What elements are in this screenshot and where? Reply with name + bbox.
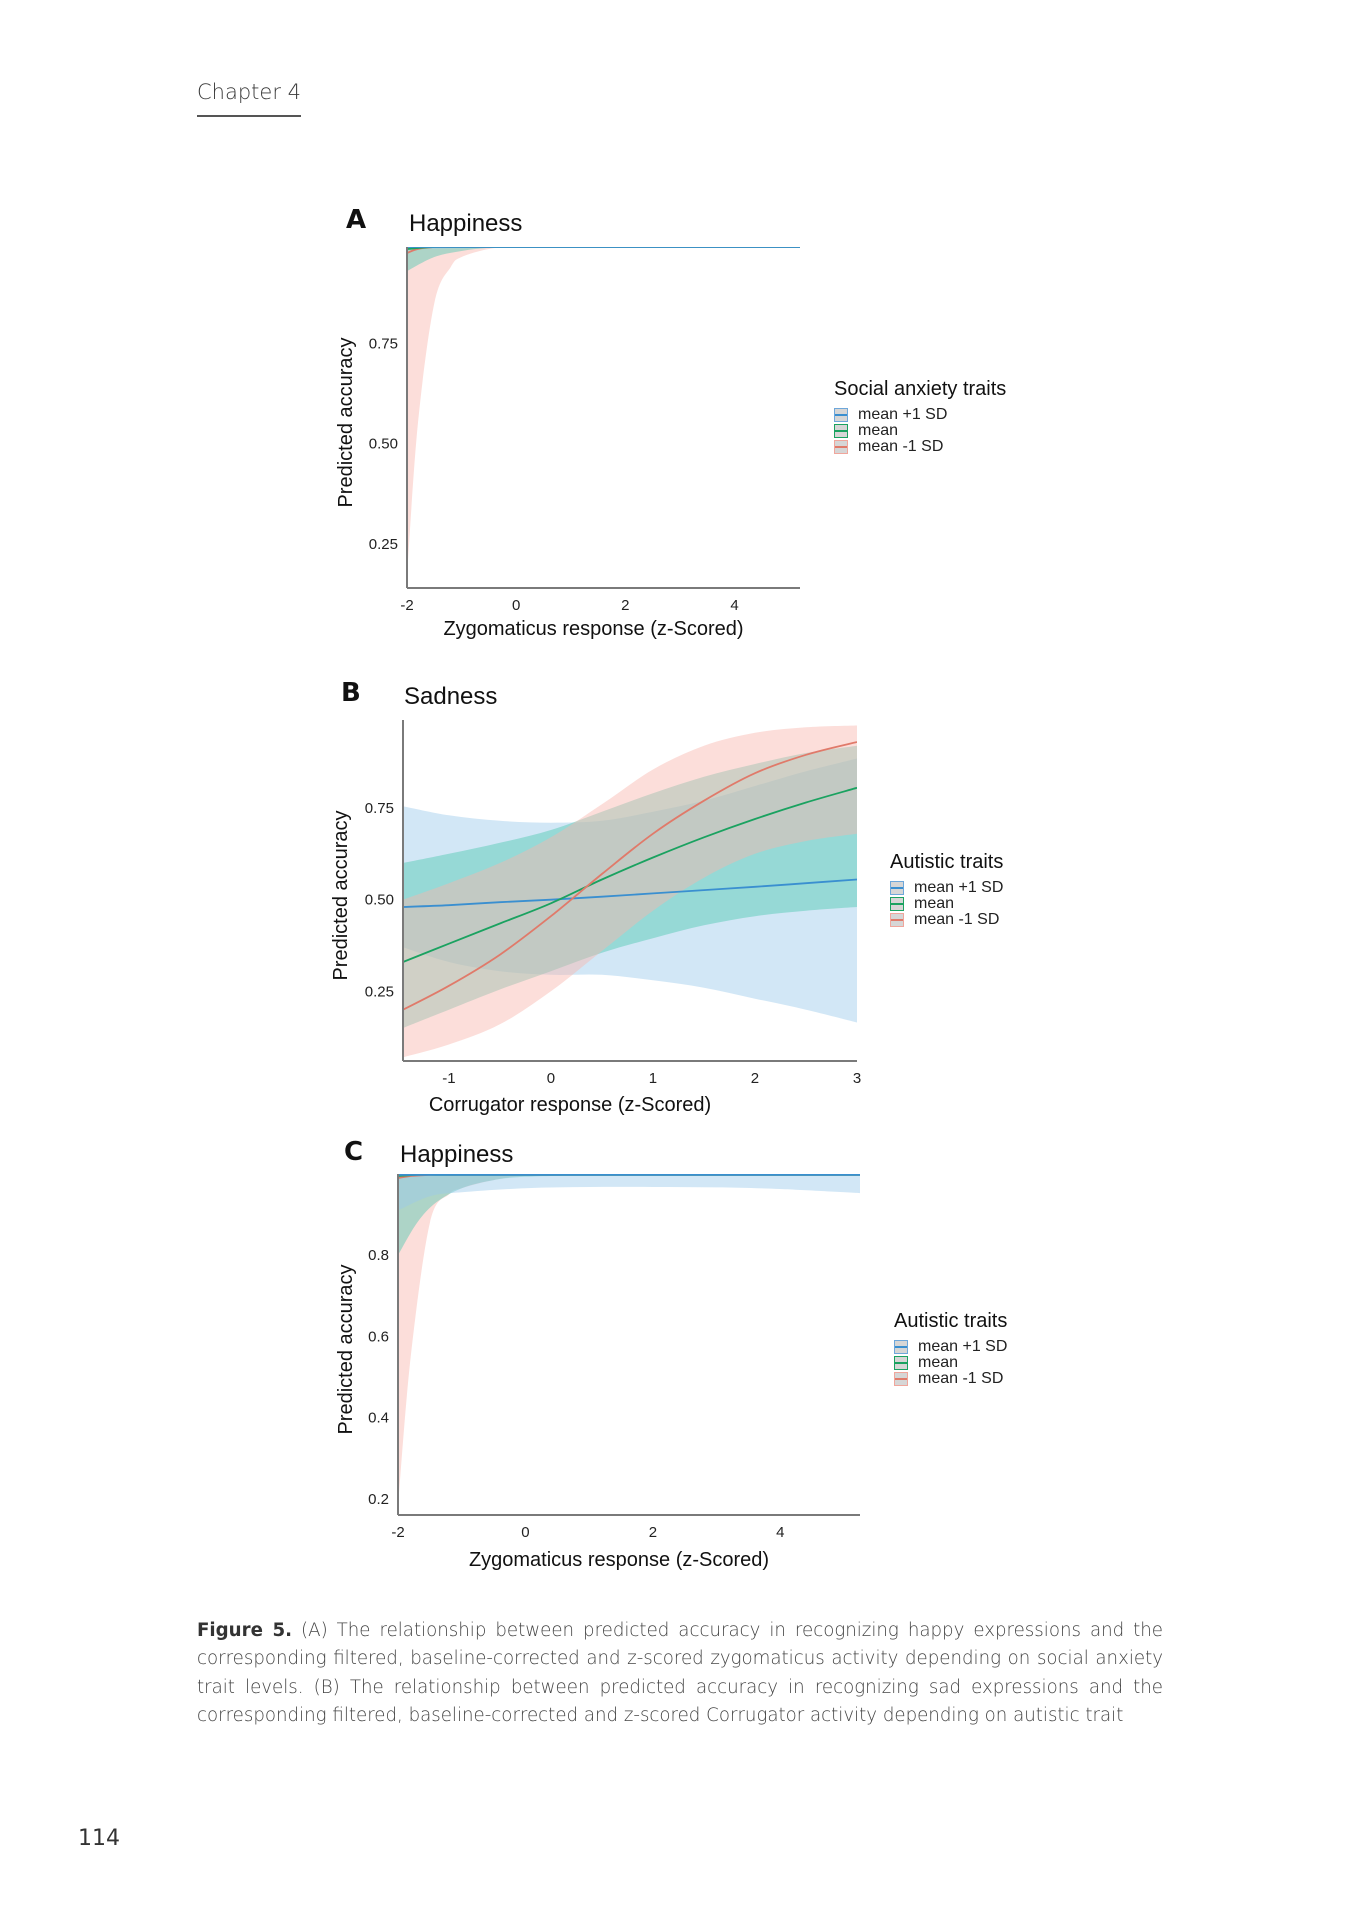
panel-b-letter: B [341, 678, 361, 708]
y-tick-label: 0.25 [365, 983, 394, 1000]
legend-key-mean-icon [894, 1356, 908, 1370]
caption-label: Figure 5. [197, 1620, 293, 1641]
figure-caption: Figure 5. (A) The relationship between p… [197, 1617, 1163, 1730]
legend-panel-b: Autistic traits mean +1 SD mean mean -1 … [890, 851, 1003, 928]
y-tick-label: 0.50 [369, 436, 398, 453]
x-tick-label: 2 [621, 597, 629, 614]
y-tick-label: 0.50 [365, 892, 394, 909]
legend-item-minus1sd: mean -1 SD [890, 911, 1003, 928]
legend-key-plus1sd-icon [890, 881, 904, 895]
series-line-plus1sd [403, 878, 857, 908]
legend-item-plus1sd: mean +1 SD [894, 1338, 1008, 1355]
plot-area [403, 725, 857, 1058]
legend-key-minus1sd-icon [894, 1372, 908, 1386]
x-tick-label: 3 [853, 1070, 861, 1087]
legend-key-plus1sd-icon [834, 408, 848, 422]
ci-band-mean [403, 745, 857, 1028]
ci-band-minus1sd [398, 1174, 860, 1507]
legend-label: mean -1 SD [918, 1370, 1004, 1387]
ci-band-plus1sd [398, 1174, 860, 1211]
x-tick-label: 2 [751, 1070, 759, 1087]
y-tick-label: 0.75 [369, 335, 398, 352]
x-tick-label: 4 [730, 597, 738, 614]
legend-label: mean [918, 1354, 959, 1371]
legend-key-mean-icon [834, 424, 848, 438]
legend-item-minus1sd: mean -1 SD [834, 438, 1006, 455]
legend-label: mean -1 SD [914, 911, 1000, 928]
legend-label: mean +1 SD [858, 406, 948, 423]
x-tick-label: 0 [547, 1070, 555, 1087]
y-axis-label: Predicted accuracy [335, 1264, 357, 1434]
legend-title: Autistic traits [890, 851, 1004, 873]
panel-b-title: Sadness [404, 683, 498, 710]
series-line-minus1sd [403, 741, 857, 1011]
y-tick-label: 0.2 [368, 1491, 389, 1508]
panel-c-title: Happiness [400, 1141, 514, 1168]
legend-item-plus1sd: mean +1 SD [890, 879, 1004, 896]
legend-item-mean: mean [894, 1354, 1007, 1371]
x-tick-label: 0 [512, 597, 520, 614]
x-tick-label: 2 [649, 1524, 657, 1541]
panel-c-letter: C [344, 1137, 364, 1167]
y-tick-label: 0.75 [365, 800, 394, 817]
legend-panel-c: Autistic traits mean +1 SD mean mean -1 … [894, 1310, 1007, 1387]
legend-item-plus1sd: mean +1 SD [834, 406, 1006, 423]
legend-item-mean: mean [834, 422, 1006, 439]
chapter-heading: Chapter 4 [197, 80, 301, 104]
legend-title: Social anxiety traits [834, 378, 1007, 400]
legend-label: mean -1 SD [858, 438, 944, 455]
plot-area [407, 247, 800, 576]
legend-key-plus1sd-icon [894, 1340, 908, 1354]
y-tick-label: 0.25 [369, 536, 398, 553]
page-number: 114 [78, 1826, 120, 1851]
y-axis-label: Predicted accuracy [330, 810, 352, 980]
x-tick-label: 1 [649, 1070, 657, 1087]
y-tick-label: 0.4 [368, 1410, 389, 1427]
ci-band-minus1sd [403, 725, 857, 1058]
panel-a-title: Happiness [409, 210, 523, 237]
series-line-mean [403, 786, 857, 963]
x-axis-label: Corrugator response (z-Scored) [429, 1094, 711, 1116]
x-tick-label: -1 [442, 1070, 455, 1087]
legend-panel-a: Social anxiety traits mean +1 SD mean me… [834, 378, 1006, 455]
legend-label: mean [858, 422, 899, 439]
legend-key-minus1sd-icon [834, 440, 848, 454]
legend-label: mean +1 SD [914, 879, 1004, 896]
legend-key-mean-icon [890, 897, 904, 911]
plot-area [398, 1174, 860, 1507]
ci-band-mean [407, 247, 800, 272]
ci-band-plus1sd [403, 758, 857, 1023]
x-tick-label: -2 [400, 597, 413, 614]
legend-label: mean [914, 895, 955, 912]
y-axis-label: Predicted accuracy [335, 337, 357, 507]
x-axis-label: Zygomaticus response (z-Scored) [469, 1549, 769, 1571]
chapter-underline [197, 115, 301, 117]
legend-key-minus1sd-icon [890, 913, 904, 927]
x-tick-label: 4 [776, 1524, 784, 1541]
panel-a-letter: A [346, 205, 367, 235]
y-tick-label: 0.8 [368, 1247, 389, 1264]
ci-band-mean [398, 1174, 860, 1256]
legend-title: Autistic traits [894, 1310, 1008, 1332]
legend-label: mean +1 SD [918, 1338, 1008, 1355]
y-tick-label: 0.6 [368, 1328, 389, 1345]
x-tick-label: -2 [391, 1524, 404, 1541]
legend-item-mean: mean [890, 895, 1003, 912]
x-axis-label: Zygomaticus response (z-Scored) [443, 618, 743, 640]
x-tick-label: 0 [521, 1524, 529, 1541]
caption-text: (A) The relationship between predicted a… [197, 1620, 1163, 1726]
legend-item-minus1sd: mean -1 SD [894, 1370, 1007, 1387]
